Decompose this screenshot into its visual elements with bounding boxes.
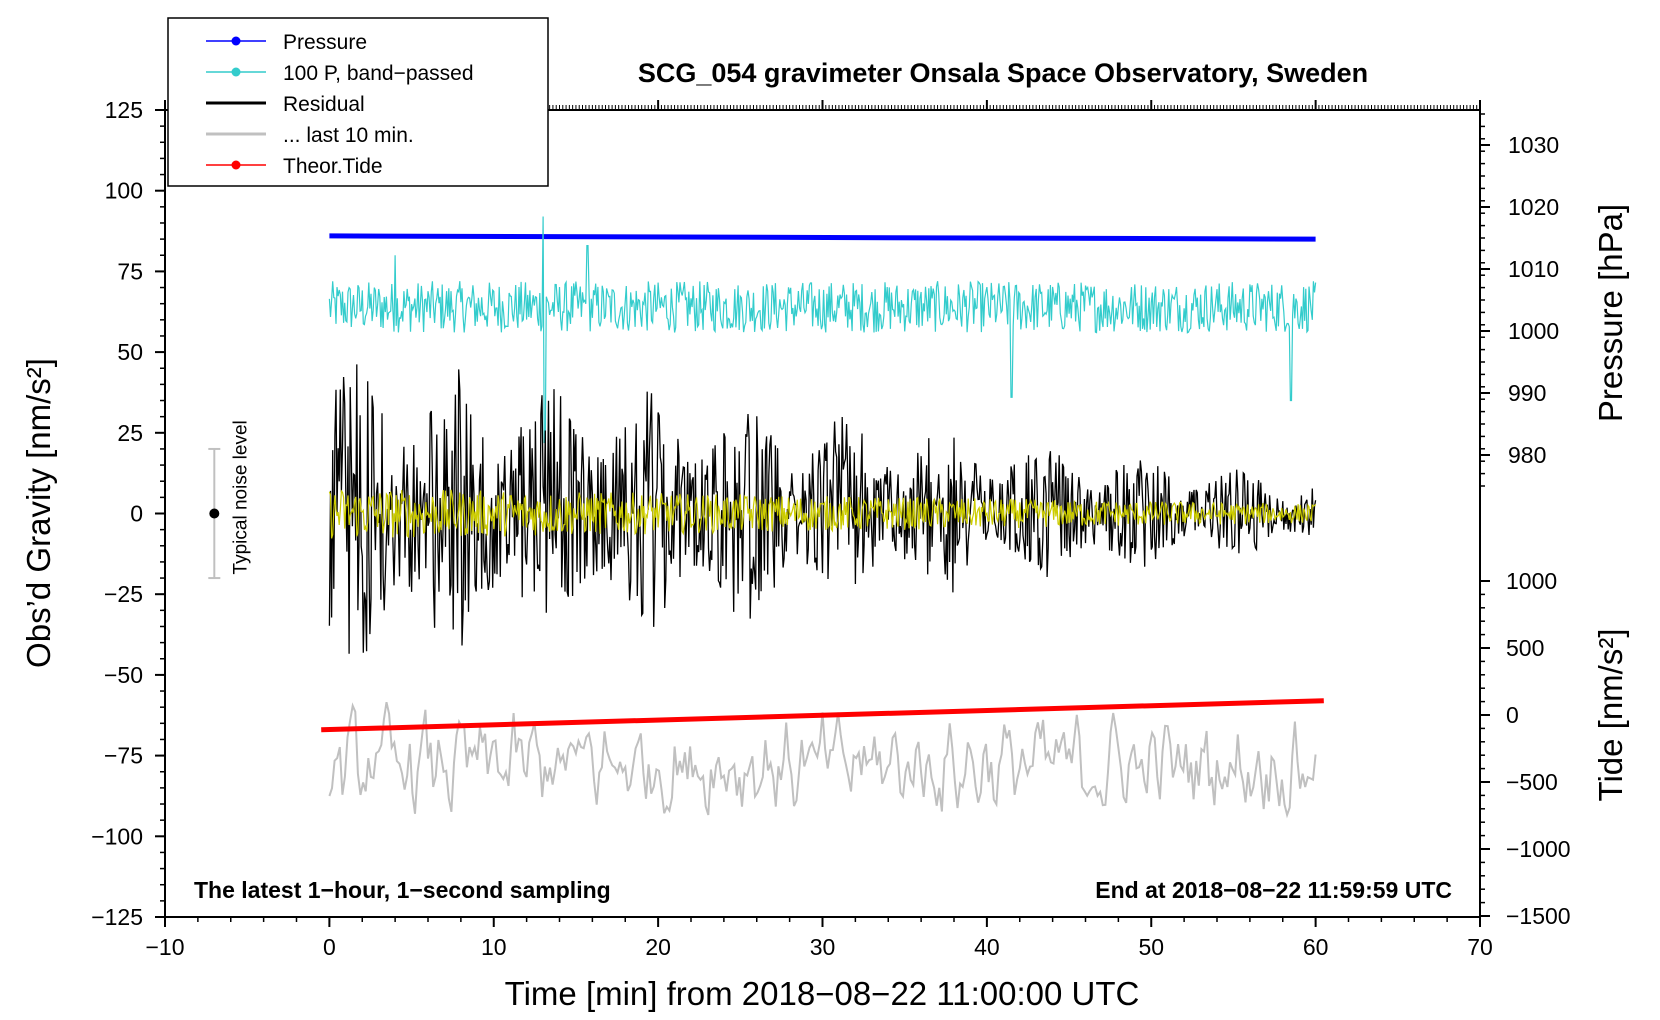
pressure-tick-label: 1000 — [1508, 318, 1559, 344]
y-tick-label: −75 — [104, 743, 143, 769]
pressure-tick-label: 1030 — [1508, 132, 1559, 158]
y-tick-label: 0 — [130, 501, 143, 527]
x-tick-label: 40 — [974, 934, 1000, 960]
end-time-note: End at 2018−08−22 11:59:59 UTC — [1095, 877, 1452, 903]
series-0-line — [329, 233, 1316, 242]
series-1-line — [328, 216, 1317, 444]
legend-marker — [231, 67, 241, 77]
pressure-tick-label: 990 — [1508, 380, 1546, 406]
legend-label: Residual — [283, 93, 365, 116]
y-tick-label: −100 — [91, 823, 143, 849]
legend-label: ... last 10 min. — [283, 124, 414, 147]
noise-label: Typical noise level — [230, 420, 251, 574]
pressure-tick-label: 1020 — [1508, 194, 1559, 220]
x-tick-label: 70 — [1467, 934, 1493, 960]
y-tick-label: 100 — [105, 178, 143, 204]
tide-axis-title: Tide [nm/s²] — [1592, 629, 1629, 802]
chart-title: SCG_054 gravimeter Onsala Space Observat… — [638, 58, 1368, 88]
y-tick-label: 125 — [105, 97, 143, 123]
x-tick-label: 30 — [810, 934, 836, 960]
tide-tick-label: −1500 — [1506, 903, 1571, 929]
series-4-line — [328, 701, 1317, 819]
x-axis-title: Time [min] from 2018−08−22 11:00:00 UTC — [505, 975, 1140, 1012]
noise-bar — [208, 447, 221, 580]
x-tick-label: 10 — [481, 934, 507, 960]
pressure-axis-title: Pressure [hPa] — [1592, 204, 1629, 422]
sampling-note: The latest 1−hour, 1−second sampling — [194, 877, 611, 903]
series-layer — [321, 216, 1324, 819]
legend-label: Theor.Tide — [283, 155, 383, 178]
labels-layer: −10 0 10 20 30 40 50 60 701251007550250−25−50−75… — [91, 97, 1570, 960]
y-tick-label: 50 — [117, 339, 143, 365]
x-tick-label: 20 — [645, 934, 671, 960]
legend-marker — [231, 36, 241, 46]
tide-tick-label: 500 — [1506, 635, 1544, 661]
tide-tick-label: −1000 — [1506, 836, 1571, 862]
x-tick-label: 60 — [1303, 934, 1329, 960]
y-tick-label: −50 — [104, 662, 143, 688]
legend-label: Pressure — [283, 31, 367, 54]
x-tick-label: −10 — [145, 934, 184, 960]
tide-tick-label: 1000 — [1506, 568, 1557, 594]
series-5-line — [321, 698, 1324, 733]
y-tick-label: 25 — [117, 420, 143, 446]
legend-label: 100 P, band−passed — [283, 62, 474, 85]
y-tick-label: 75 — [117, 258, 143, 284]
noise-bar-dot — [209, 508, 220, 519]
pressure-tick-label: 1010 — [1508, 256, 1559, 282]
y-axis-title: Obs’d Gravity [nm/s²] — [20, 358, 57, 668]
tide-tick-label: −500 — [1506, 769, 1558, 795]
pressure-tick-label: 980 — [1508, 442, 1546, 468]
x-tick-label: 0 — [323, 934, 336, 960]
y-tick-label: −25 — [104, 581, 143, 607]
legend-marker — [231, 160, 241, 170]
y-tick-label: −125 — [91, 904, 143, 930]
legend: Pressure 100 P, band−passed Residual ... la… — [167, 17, 549, 187]
series-3-line — [328, 489, 1317, 539]
tide-tick-label: 0 — [1506, 702, 1519, 728]
x-tick-label: 50 — [1138, 934, 1164, 960]
series-2-line — [328, 364, 1317, 654]
